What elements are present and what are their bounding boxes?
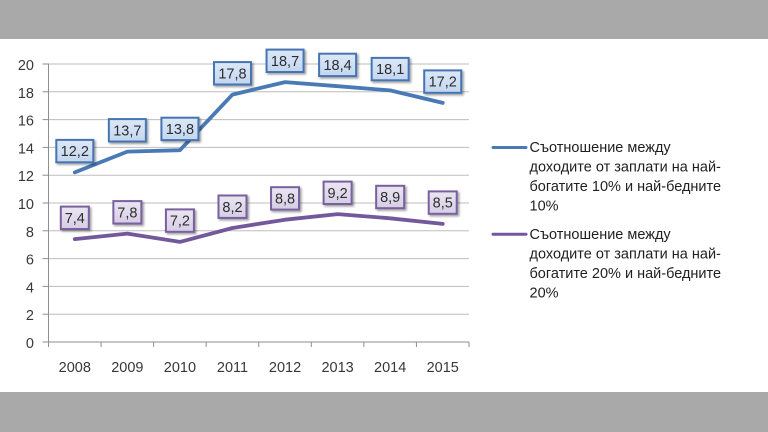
svg-text:7,8: 7,8 — [117, 205, 137, 221]
svg-text:2010: 2010 — [164, 360, 196, 376]
svg-text:13,8: 13,8 — [166, 122, 194, 138]
svg-text:Съотношение между: Съотношение между — [530, 227, 672, 243]
svg-text:доходите от заплати на най-: доходите от заплати на най- — [530, 159, 722, 175]
svg-text:Съотношение между: Съотношение между — [530, 140, 672, 156]
svg-text:2013: 2013 — [321, 360, 353, 376]
svg-text:18,4: 18,4 — [323, 58, 351, 74]
svg-text:8,2: 8,2 — [222, 200, 242, 216]
svg-text:12: 12 — [18, 169, 34, 185]
svg-text:9,2: 9,2 — [328, 186, 348, 202]
svg-text:10: 10 — [18, 197, 34, 213]
svg-text:13,7: 13,7 — [113, 123, 141, 139]
svg-text:2: 2 — [26, 308, 34, 324]
svg-text:17,8: 17,8 — [218, 66, 246, 82]
svg-text:7,4: 7,4 — [65, 211, 85, 227]
svg-text:20%: 20% — [530, 285, 559, 301]
svg-text:8,9: 8,9 — [380, 190, 400, 206]
svg-text:2011: 2011 — [217, 360, 248, 376]
svg-text:18,1: 18,1 — [376, 62, 404, 78]
svg-text:2014: 2014 — [374, 360, 406, 376]
svg-text:16: 16 — [18, 114, 34, 130]
svg-text:18,7: 18,7 — [271, 54, 299, 70]
svg-text:доходите от заплати на най-: доходите от заплати на най- — [530, 246, 722, 262]
svg-text:17,2: 17,2 — [429, 75, 457, 91]
svg-text:20: 20 — [18, 58, 34, 74]
svg-text:богатите 20% и най-бедните: богатите 20% и най-бедните — [530, 266, 722, 282]
svg-text:18: 18 — [18, 86, 34, 102]
svg-text:8,8: 8,8 — [275, 191, 295, 207]
svg-text:2012: 2012 — [269, 360, 301, 376]
svg-text:2008: 2008 — [59, 360, 91, 376]
svg-text:10%: 10% — [530, 198, 559, 214]
svg-text:богатите 10% и най-бедните: богатите 10% и най-бедните — [530, 179, 722, 195]
svg-text:8,5: 8,5 — [433, 196, 453, 212]
svg-text:2009: 2009 — [111, 360, 143, 376]
svg-text:4: 4 — [26, 280, 34, 296]
svg-text:6: 6 — [26, 253, 34, 269]
svg-text:7,2: 7,2 — [170, 214, 190, 230]
svg-text:2015: 2015 — [427, 360, 459, 376]
svg-text:14: 14 — [18, 141, 34, 157]
svg-text:8: 8 — [26, 225, 34, 241]
svg-text:0: 0 — [26, 336, 34, 352]
svg-text:12,2: 12,2 — [61, 144, 89, 160]
